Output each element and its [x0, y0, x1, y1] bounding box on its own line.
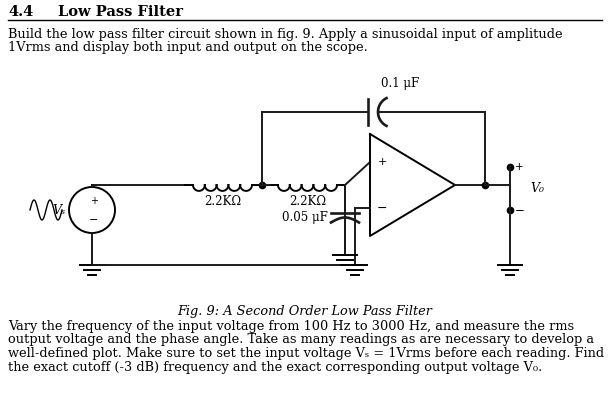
Text: Build the low pass filter circuit shown in fig. 9. Apply a sinusoidal input of a: Build the low pass filter circuit shown … [8, 28, 562, 41]
Text: Vₛ: Vₛ [52, 203, 66, 216]
Text: 0.05 μF: 0.05 μF [282, 211, 328, 224]
Text: −: − [89, 215, 99, 225]
Text: Low Pass Filter: Low Pass Filter [58, 5, 183, 19]
Text: +: + [515, 162, 523, 172]
Text: +: + [90, 196, 98, 206]
Text: V₀: V₀ [530, 182, 544, 195]
Text: 2.2KΩ: 2.2KΩ [289, 195, 326, 208]
Text: +: + [378, 157, 387, 167]
Text: 4.4: 4.4 [8, 5, 34, 19]
Text: Fig. 9: A Second Order Low Pass Filter: Fig. 9: A Second Order Low Pass Filter [178, 305, 432, 318]
Text: output voltage and the phase angle. Take as many readings as are necessary to de: output voltage and the phase angle. Take… [8, 334, 594, 347]
Text: the exact cutoff (-3 dB) frequency and the exact corresponding output voltage V₀: the exact cutoff (-3 dB) frequency and t… [8, 361, 542, 374]
Text: 2.2KΩ: 2.2KΩ [204, 195, 241, 208]
Text: 0.1 μF: 0.1 μF [381, 77, 419, 90]
Text: −: − [377, 201, 387, 214]
Text: −: − [515, 203, 525, 216]
Text: well-defined plot. Make sure to set the input voltage Vₛ = 1Vrms before each rea: well-defined plot. Make sure to set the … [8, 347, 604, 360]
Text: 1Vrms and display both input and output on the scope.: 1Vrms and display both input and output … [8, 41, 368, 54]
Text: Vary the frequency of the input voltage from 100 Hz to 3000 Hz, and measure the : Vary the frequency of the input voltage … [8, 320, 574, 333]
